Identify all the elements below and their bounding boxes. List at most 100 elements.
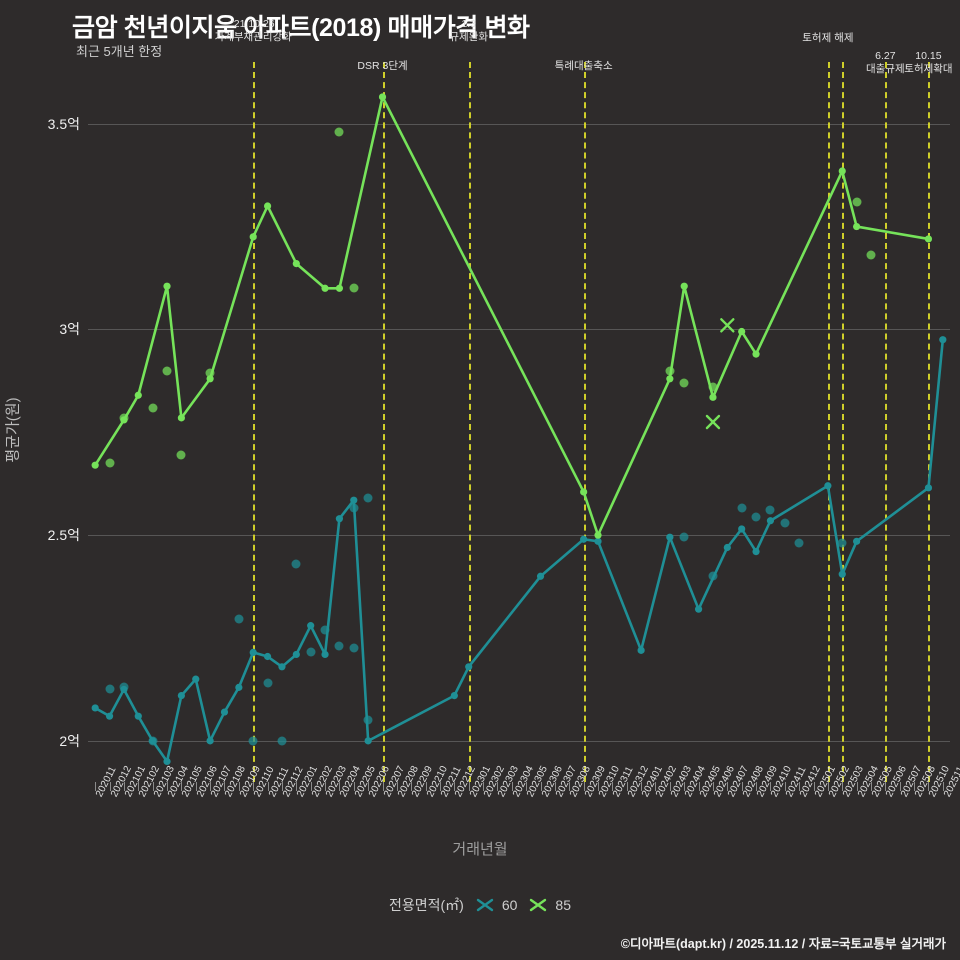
y-axis-tick-label: 2.5억 <box>47 527 80 544</box>
x-axis-tick <box>411 782 413 791</box>
series-vertex-60 <box>105 712 114 720</box>
scatter-point-85 <box>349 283 359 293</box>
scatter-point-60 <box>765 505 775 515</box>
scatter-point-85 <box>176 450 186 460</box>
series-vertex-60 <box>666 533 674 541</box>
legend-label: 85 <box>555 897 571 913</box>
series-vertex-60 <box>853 537 861 545</box>
x-axis-tick <box>899 782 901 791</box>
event-line <box>468 62 471 782</box>
series-vertex-60 <box>307 622 315 630</box>
series-vertex-85 <box>853 222 861 231</box>
series-vertex-60 <box>580 535 588 543</box>
x-axis-tick <box>310 782 312 791</box>
series-vertex-85 <box>378 93 387 101</box>
scatter-point-85 <box>119 413 129 423</box>
scatter-point-60 <box>306 647 316 657</box>
series-vertex-85 <box>292 260 300 268</box>
series-vertex-60 <box>364 737 372 745</box>
x-axis-tick <box>210 782 212 791</box>
x-axis-tick <box>554 782 556 791</box>
x-marker-icon <box>530 898 547 912</box>
y-axis-tick-label: 3억 <box>59 321 80 338</box>
scatter-point-60 <box>794 538 804 548</box>
series-vertex-85 <box>249 233 257 241</box>
event-line <box>928 62 931 782</box>
series-vertex-60 <box>694 605 703 613</box>
series-vertex-60 <box>249 648 257 657</box>
x-axis-tick <box>468 782 470 791</box>
scatter-point-60 <box>119 682 129 692</box>
x-axis-tick <box>281 782 283 791</box>
series-vertex-60 <box>220 708 229 716</box>
series-vertex-60 <box>924 484 933 492</box>
footer-credit: ©디아파트(dapt.kr) / 2025.11.12 / 자료=국토교통부 실… <box>620 937 946 951</box>
series-vertex-60 <box>206 737 214 745</box>
x-axis-tick <box>439 782 441 791</box>
scatter-point-60 <box>349 503 359 513</box>
legend-item-85[interactable]: 85 <box>528 897 571 913</box>
series-vertex-85 <box>263 202 272 210</box>
scatter-point-60 <box>334 641 344 651</box>
x-axis-tick <box>382 782 384 791</box>
x-axis-tick <box>598 782 600 791</box>
scatter-point-85 <box>866 250 876 260</box>
series-vertex-60 <box>824 482 832 490</box>
event-line <box>382 62 385 782</box>
x-axis-tick <box>238 782 240 791</box>
x-axis-tick <box>770 782 772 791</box>
legend-item-60[interactable]: 60 <box>475 897 517 913</box>
series-vertex-85 <box>924 235 933 243</box>
x-axis-tick <box>167 782 169 791</box>
x-axis-title: 거래년월 <box>452 841 508 858</box>
scatter-point-60 <box>708 571 718 581</box>
x-axis-tick <box>425 782 427 791</box>
event-line <box>885 62 888 782</box>
series-line-60 <box>93 338 945 763</box>
scatter-point-60 <box>349 643 359 653</box>
scatter-point-85 <box>679 378 689 388</box>
series-vertex-85 <box>580 488 588 496</box>
series-vertex-85 <box>594 531 602 539</box>
series-vertex-60 <box>838 570 846 578</box>
event-label: 특례대출축소 <box>554 60 613 72</box>
series-vertex-60 <box>292 650 300 659</box>
series-vertex-85 <box>91 461 99 469</box>
x-axis-tick <box>655 782 657 791</box>
series-vertex-60 <box>91 704 99 712</box>
scatter-point-60 <box>837 538 847 548</box>
scatter-point-60 <box>780 518 790 528</box>
y-axis-title: 평균가(원) <box>4 397 22 463</box>
series-vertex-60 <box>465 663 473 671</box>
chart-legend[interactable]: 전용면적(㎡) 60 85 <box>0 895 960 915</box>
page-subtitle: 최근 5개년 한정 <box>76 44 163 59</box>
scatter-point-60 <box>363 493 373 503</box>
chart-plot-area[interactable]: 2억 2.5억 3억 3.5억 202011 202012 202101 202102 202… <box>48 62 960 799</box>
scatter-point-85 <box>105 458 115 468</box>
event-line <box>253 62 256 782</box>
x-axis-tick <box>526 782 528 791</box>
series-vertex-85 <box>709 393 717 401</box>
legend-title: 전용면적(㎡) <box>388 897 464 913</box>
scatter-point-60 <box>751 512 761 522</box>
event-label: '21.10.26 가계부채관리강화 <box>214 18 292 43</box>
x-axis-tick <box>583 782 585 791</box>
gridline <box>88 740 950 742</box>
x-axis-tick <box>669 782 671 791</box>
x-axis-tick <box>885 782 887 791</box>
series-vertex-85 <box>680 282 688 290</box>
x-axis-tick <box>569 782 571 791</box>
series-vertex-60 <box>752 548 760 556</box>
series-line-85 <box>93 95 930 537</box>
event-label: 6.27 대출규제 <box>866 50 905 75</box>
x-axis-tick <box>368 782 370 791</box>
series-vertex-60 <box>350 496 358 504</box>
series-vertex-85 <box>177 414 185 422</box>
series-vertex-60 <box>637 646 645 654</box>
x-marker-icon <box>476 898 494 912</box>
scatter-point-85 <box>334 127 344 137</box>
x-axis-tick <box>123 782 125 791</box>
scatter-point-60 <box>363 715 373 725</box>
x-axis-tick <box>928 782 930 791</box>
scatter-point-85 <box>852 197 862 207</box>
